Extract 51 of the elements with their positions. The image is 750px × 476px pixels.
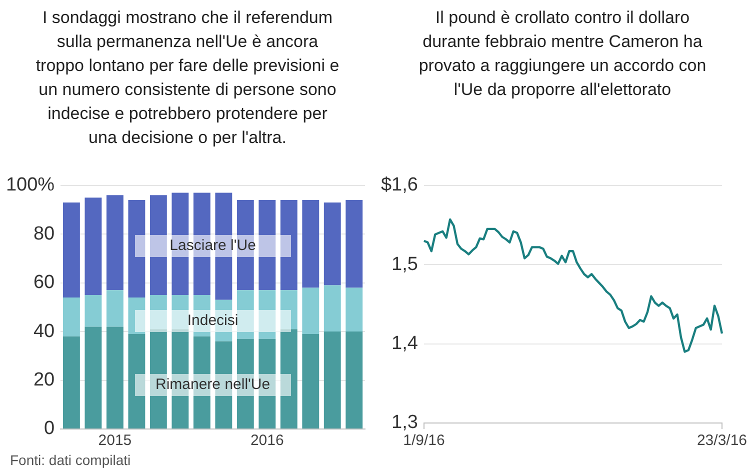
y-tick-label: 100%	[6, 174, 55, 196]
series-label: Lasciare l'Ue	[170, 237, 256, 254]
y-tick-label: $1,6	[380, 174, 418, 196]
bar	[324, 285, 341, 332]
bar	[236, 290, 254, 339]
bar	[346, 200, 363, 288]
x-tick-label: 2016	[250, 432, 284, 450]
x-tick-label: 2015	[98, 432, 132, 450]
x-tick-label: 23/3/16	[696, 432, 747, 450]
y-tick-label: 1,3	[392, 412, 418, 434]
chart-title: I sondaggi mostrano che il referendum sulla permanenza nell'Ue è ancora troppo lontano per fare delle previsioni e un numero consistente di persone sono indecise e potrebbero protendere per una decisione o per l'altra.	[35, 7, 340, 149]
bar	[324, 202, 341, 286]
bar	[128, 334, 146, 428]
bar	[84, 326, 102, 428]
y-tick-label: 20	[33, 370, 55, 391]
y-tick-label: 40	[33, 320, 55, 342]
bar	[324, 332, 341, 428]
bar	[63, 297, 80, 336]
x-tick-label: 1/9/16	[403, 432, 445, 450]
bar	[258, 200, 276, 290]
bar	[63, 336, 80, 428]
bar	[280, 290, 298, 330]
label-box: Indecisi	[134, 310, 291, 332]
bar	[302, 200, 320, 288]
bar	[128, 297, 146, 334]
y-tick-label: 0	[44, 418, 55, 440]
text: Fonti: dati compilati	[10, 452, 131, 468]
y-tick-label: 60	[33, 272, 55, 294]
y-tick-label: 1,5	[392, 254, 418, 275]
bar	[150, 195, 167, 296]
bar	[128, 200, 146, 298]
bar	[346, 332, 363, 428]
bar	[63, 202, 80, 298]
bar	[172, 295, 189, 330]
bar	[84, 295, 102, 327]
bar	[280, 200, 298, 290]
bar	[106, 326, 124, 428]
series-label: Rimanere nell'Ue	[156, 376, 270, 393]
chart-title: Il pound è crollato contro il dollaro durante febbraio mentre Cameron ha provato a raggiungere un accordo con l'Ue da proporre all'elettorato	[418, 7, 708, 101]
bar	[346, 288, 363, 332]
bar	[302, 334, 320, 428]
bar	[302, 288, 320, 334]
y-tick-label: 1,4	[392, 333, 418, 354]
bar	[280, 329, 298, 428]
y-tick-label: 80	[33, 223, 55, 244]
bar	[106, 290, 124, 327]
bar	[84, 198, 102, 296]
bar	[106, 195, 124, 290]
series-label: Indecisi	[187, 312, 238, 329]
bar	[258, 290, 276, 339]
bar	[150, 295, 167, 330]
